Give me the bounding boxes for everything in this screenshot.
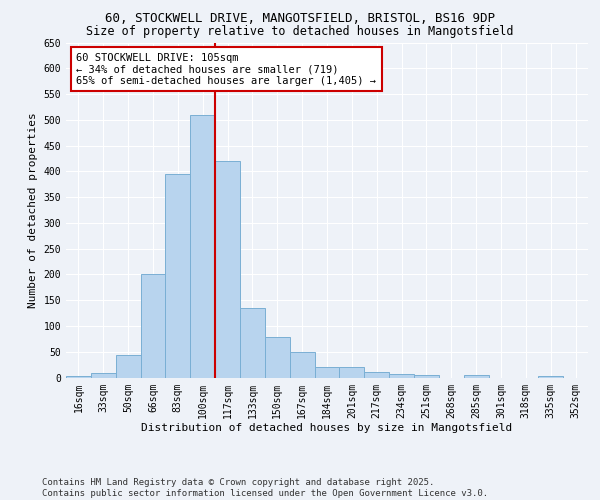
Bar	[414, 375, 439, 378]
Text: Contains HM Land Registry data © Crown copyright and database right 2025.
Contai: Contains HM Land Registry data © Crown c…	[42, 478, 488, 498]
Bar	[464, 376, 488, 378]
Bar	[340, 367, 364, 378]
Bar	[240, 308, 265, 378]
Bar	[389, 374, 414, 378]
Bar	[190, 114, 215, 378]
Bar	[538, 376, 563, 378]
Bar	[166, 174, 190, 378]
Y-axis label: Number of detached properties: Number of detached properties	[28, 112, 38, 308]
Bar	[314, 367, 340, 378]
Bar	[116, 356, 140, 378]
Bar	[140, 274, 166, 378]
Bar	[290, 352, 314, 378]
X-axis label: Distribution of detached houses by size in Mangotsfield: Distribution of detached houses by size …	[142, 423, 512, 433]
Bar	[91, 374, 116, 378]
Bar	[215, 161, 240, 378]
Bar	[66, 376, 91, 378]
Bar	[265, 338, 290, 378]
Text: 60, STOCKWELL DRIVE, MANGOTSFIELD, BRISTOL, BS16 9DP: 60, STOCKWELL DRIVE, MANGOTSFIELD, BRIST…	[105, 12, 495, 26]
Bar	[364, 372, 389, 378]
Text: 60 STOCKWELL DRIVE: 105sqm
← 34% of detached houses are smaller (719)
65% of sem: 60 STOCKWELL DRIVE: 105sqm ← 34% of deta…	[76, 52, 376, 86]
Text: Size of property relative to detached houses in Mangotsfield: Size of property relative to detached ho…	[86, 25, 514, 38]
